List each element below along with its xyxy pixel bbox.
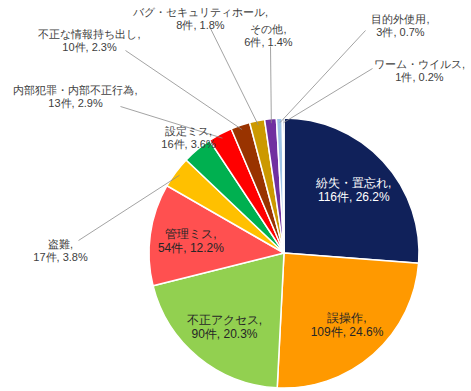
svg-text:ワーム・ウイルス,1件, 0.2%: ワーム・ウイルス,1件, 0.2% [374,58,465,83]
svg-text:不正な情報持ち出し,10件, 2.3%: 不正な情報持ち出し,10件, 2.3% [38,28,140,53]
svg-text:紛失・置忘れ,116件, 26.2%: 紛失・置忘れ,116件, 26.2% [315,176,391,204]
svg-text:目的外使用,3件, 0.7%: 目的外使用,3件, 0.7% [371,13,429,38]
svg-text:管理ミス,54件, 12.2%: 管理ミス,54件, 12.2% [158,227,224,255]
svg-text:不正アクセス,90件, 20.3%: 不正アクセス,90件, 20.3% [187,313,262,341]
svg-text:その他,6件, 1.4%: その他,6件, 1.4% [244,23,293,48]
svg-text:盗難,17件, 3.8%: 盗難,17件, 3.8% [33,238,88,263]
svg-text:設定ミス,16件, 3.6%: 設定ミス,16件, 3.6% [161,125,216,150]
svg-text:誤操作,109件, 24.6%: 誤操作,109件, 24.6% [311,311,384,339]
svg-text:バグ・セキュリティホール,8件, 1.8%: バグ・セキュリティホール,8件, 1.8% [132,6,268,31]
svg-text:内部犯罪・内部不正行為,13件, 2.9%: 内部犯罪・内部不正行為,13件, 2.9% [13,84,137,109]
